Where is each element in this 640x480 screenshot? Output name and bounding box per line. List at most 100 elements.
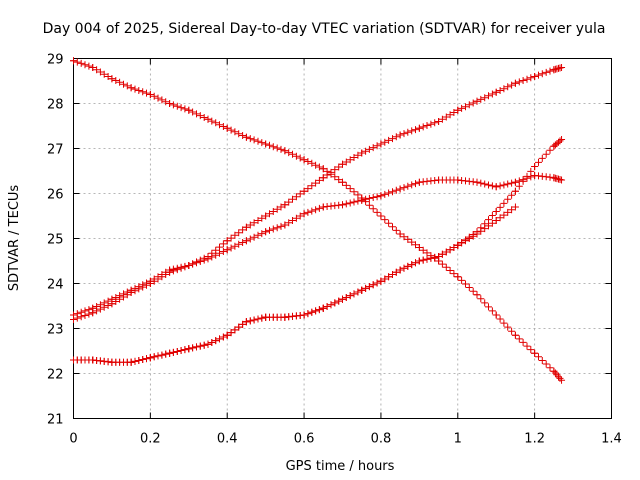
- series-markers: [70, 64, 564, 319]
- series-satellite-1: [70, 57, 566, 384]
- data-point: [492, 183, 500, 191]
- data-point: [70, 356, 77, 364]
- data-point: [223, 124, 231, 132]
- data-point: [108, 295, 116, 303]
- data-point: [531, 163, 539, 170]
- data-point: [396, 185, 404, 193]
- x-tick-label: 0.4: [217, 432, 238, 447]
- series-markers: [70, 137, 564, 366]
- data-point: [435, 118, 443, 125]
- data-point: [70, 311, 77, 319]
- data-point: [319, 165, 327, 173]
- data-point: [89, 64, 97, 71]
- y-tick-label: 27: [47, 143, 64, 158]
- data-point: [223, 246, 231, 254]
- data-point: [358, 196, 366, 204]
- data-point: [473, 97, 481, 105]
- data-point: [127, 286, 135, 294]
- data-point: [339, 295, 346, 303]
- series-satellite-4: [70, 136, 566, 366]
- data-point: [262, 140, 270, 148]
- series-markers: [70, 172, 564, 323]
- x-tick-label: 1.2: [524, 432, 545, 447]
- data-point: [127, 358, 135, 366]
- data-point: [473, 230, 481, 238]
- data-point: [319, 174, 327, 182]
- x-tick-label: 1.4: [601, 432, 622, 447]
- series-satellite-2: [70, 172, 566, 323]
- data-point: [281, 201, 289, 209]
- data-point: [339, 201, 346, 209]
- data-point: [454, 106, 462, 114]
- data-point: [377, 192, 385, 200]
- grid: [73, 58, 612, 419]
- data-point: [435, 253, 443, 260]
- data-point: [300, 210, 308, 218]
- data-point: [396, 230, 404, 238]
- data-point: [166, 349, 174, 357]
- data-point: [550, 367, 558, 375]
- data-point: [511, 203, 519, 211]
- data-point: [223, 331, 231, 339]
- x-tick-label: 0.8: [371, 432, 392, 447]
- data-point: [511, 178, 519, 186]
- data-point: [339, 160, 346, 168]
- data-point: [558, 176, 566, 184]
- data-point: [146, 277, 154, 285]
- data-point: [511, 79, 519, 87]
- chart-title: Day 004 of 2025, Sidereal Day-to-day VTE…: [43, 21, 606, 37]
- data-point: [185, 106, 193, 114]
- data-point: [558, 64, 566, 71]
- x-tick-label: 0.2: [140, 432, 161, 447]
- y-tick-label: 22: [47, 368, 64, 383]
- data-point: [454, 176, 462, 184]
- data-point: [415, 244, 423, 251]
- data-point: [242, 223, 250, 231]
- data-point: [300, 311, 308, 319]
- data-point: [531, 349, 539, 357]
- data-point: [558, 376, 566, 384]
- data-point: [108, 358, 116, 366]
- data-point: [319, 304, 327, 312]
- data-point: [204, 253, 212, 260]
- data-point: [166, 266, 174, 274]
- series-satellite-3: [70, 64, 566, 319]
- y-tick-label: 21: [47, 413, 64, 428]
- x-axis-label: GPS time / hours: [286, 459, 395, 474]
- y-tick-label: 25: [47, 233, 64, 248]
- data-point: [454, 241, 462, 249]
- data-point: [492, 311, 500, 319]
- data-point: [242, 237, 250, 245]
- data-point: [108, 75, 116, 83]
- data-point: [146, 354, 154, 362]
- data-point: [89, 356, 97, 364]
- data-point: [204, 115, 212, 123]
- data-point: [415, 124, 423, 132]
- data-point: [550, 174, 558, 182]
- x-tick-label: 0.6: [294, 432, 315, 447]
- data-point: [281, 221, 289, 229]
- data-point: [358, 149, 366, 157]
- data-point: [89, 304, 97, 312]
- data-point: [473, 291, 481, 299]
- data-point: [300, 156, 308, 164]
- data-point: [204, 340, 212, 348]
- data-point: [70, 57, 77, 65]
- series-group: [70, 57, 566, 384]
- data-point: [146, 91, 154, 98]
- data-point: [550, 66, 558, 74]
- data-point: [377, 140, 385, 148]
- data-point: [492, 208, 500, 215]
- data-point: [511, 331, 519, 339]
- data-point: [531, 172, 539, 179]
- data-point: [339, 178, 346, 186]
- data-point: [396, 131, 404, 139]
- data-point: [262, 313, 270, 321]
- data-point: [166, 100, 174, 107]
- y-tick-label: 23: [47, 323, 64, 338]
- data-point: [531, 73, 539, 80]
- data-point: [492, 88, 500, 96]
- data-point: [492, 217, 500, 224]
- data-point: [377, 277, 385, 285]
